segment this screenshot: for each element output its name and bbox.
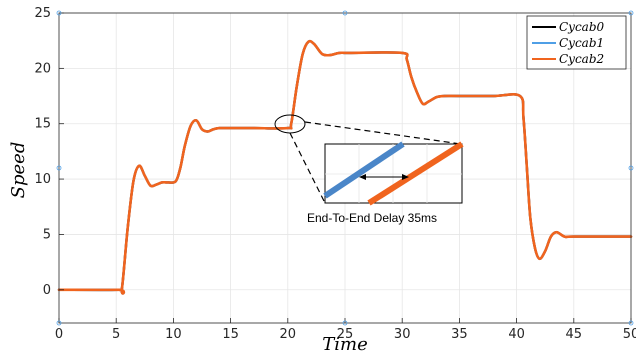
x-tick-label: 5 — [112, 327, 120, 342]
frame-marker — [56, 165, 62, 171]
frame-marker — [56, 320, 62, 326]
x-tick-label: 30 — [394, 327, 411, 342]
zoom-inset-cycab1-line — [323, 141, 405, 199]
x-tick-label: 10 — [165, 327, 182, 342]
x-tick-label: 20 — [280, 327, 297, 342]
y-tick-label: 20 — [34, 61, 51, 76]
x-tick-label: 45 — [566, 327, 583, 342]
legend: Cycab0 Cycab1 Cycab2 — [526, 15, 627, 70]
y-tick-label: 10 — [34, 172, 51, 187]
x-tick-label: 50 — [623, 327, 636, 342]
frame-marker — [56, 10, 62, 16]
series-lines — [57, 39, 633, 295]
frame-marker — [342, 320, 348, 326]
x-axis-label: Time — [322, 334, 367, 355]
y-tick-label: 0 — [43, 283, 51, 298]
zoom-connector-bottom — [289, 132, 326, 204]
frame-marker — [628, 320, 634, 326]
series-line-cycab2 — [57, 39, 633, 295]
y-tick-label: 25 — [34, 6, 51, 21]
x-tick-label: 15 — [222, 327, 239, 342]
frame-marker — [628, 10, 634, 16]
y-tick-label: 5 — [43, 227, 51, 242]
delay-arrow-head-left — [359, 174, 366, 180]
axis-ticks: 0 5 10 15 20 25 30 35 40 45 50 0 5 10 15 20 25 — [34, 6, 636, 342]
legend-label-cycab1: Cycab1 — [559, 36, 604, 50]
y-axis-label: Speed — [8, 142, 29, 199]
frame-marker — [342, 10, 348, 16]
delay-annotation-text: End-To-End Delay 35ms — [307, 211, 437, 225]
zoom-annotation: End-To-End Delay 35ms — [274, 114, 464, 225]
x-tick-label: 40 — [508, 327, 525, 342]
zoom-connector-top — [304, 121, 462, 145]
x-tick-label: 25 — [337, 327, 354, 342]
x-tick-label: 35 — [451, 327, 468, 342]
x-tick-label: 0 — [55, 327, 63, 342]
y-tick-label: 15 — [34, 117, 51, 132]
zoom-inset-cycab2-line — [367, 141, 464, 206]
legend-label-cycab2: Cycab2 — [559, 52, 604, 66]
legend-label-cycab0: Cycab0 — [559, 20, 605, 34]
frame-marker — [628, 165, 634, 171]
delay-arrow-head-right — [402, 174, 409, 180]
